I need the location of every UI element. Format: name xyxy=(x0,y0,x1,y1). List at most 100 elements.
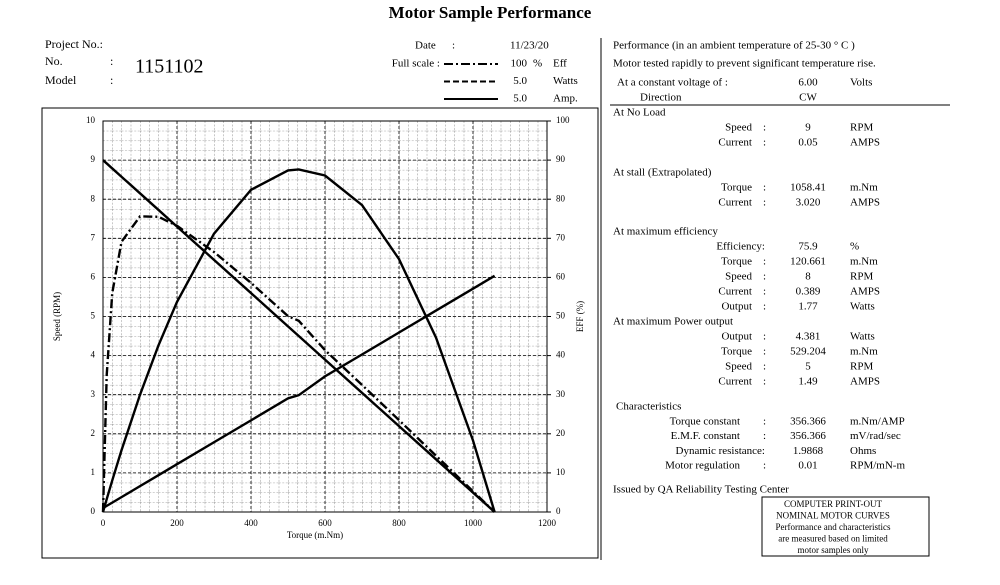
row-value: 1.77 xyxy=(798,301,818,313)
row-label: Torque xyxy=(721,182,752,194)
row-colon: : xyxy=(763,331,766,343)
y2-tick-label: 50 xyxy=(556,311,566,321)
x-tick-label: 400 xyxy=(244,518,258,528)
row-unit: m.Nm xyxy=(850,256,878,268)
row-value: 4.381 xyxy=(796,331,821,343)
y-tick-label: 7 xyxy=(91,232,96,242)
disclaimer-line: motor samples only xyxy=(798,545,869,555)
row-label: Speed xyxy=(725,361,752,373)
row-value: 529.204 xyxy=(790,346,826,358)
row-label: Speed xyxy=(725,271,752,283)
x-tick-label: 1200 xyxy=(538,518,557,528)
x-tick-label: 200 xyxy=(170,518,184,528)
row-label: Current xyxy=(718,137,752,149)
no-value: 1151102 xyxy=(135,56,204,78)
series-line xyxy=(101,168,496,513)
row-unit: RPM xyxy=(850,271,873,283)
legend-unit: % xyxy=(533,58,542,70)
row-unit: % xyxy=(850,241,859,253)
x-tick-label: 800 xyxy=(392,518,406,528)
row-colon: : xyxy=(763,460,766,472)
legend-title: Full scale : xyxy=(392,58,440,70)
row-colon: : xyxy=(763,346,766,358)
date-value: 11/23/20 xyxy=(510,40,549,52)
row-colon: : xyxy=(763,256,766,268)
y-tick-label: 0 xyxy=(91,506,96,516)
x-tick-label: 600 xyxy=(318,518,332,528)
legend-full-scale: 100 xyxy=(511,58,528,70)
row-value: 120.661 xyxy=(790,256,826,268)
y2-tick-label: 100 xyxy=(556,115,570,125)
row-label: Motor regulation xyxy=(665,460,740,472)
row-value: 356.366 xyxy=(790,430,826,442)
row-value: 3.020 xyxy=(796,197,821,209)
condition-label: At a constant voltage of : xyxy=(617,77,728,89)
row-unit: RPM xyxy=(850,361,873,373)
model-label: Model xyxy=(45,73,77,87)
y-tick-label: 2 xyxy=(91,428,96,438)
row-value: 0.05 xyxy=(798,137,818,149)
x-axis-label: Torque (m.Nm) xyxy=(287,530,343,540)
row-colon: : xyxy=(763,301,766,313)
row-unit: AMPS xyxy=(850,197,880,209)
date-label: Date xyxy=(415,40,436,52)
row-unit: RPM xyxy=(850,122,873,134)
row-value: 0.01 xyxy=(798,460,817,472)
plot-border xyxy=(102,120,548,513)
row-unit: AMPS xyxy=(850,286,880,298)
legend-full-scale: 5.0 xyxy=(513,75,527,87)
row-value: 0.389 xyxy=(796,286,821,298)
disclaimer-line: are measured based on limited xyxy=(778,534,888,544)
row-label: Current xyxy=(718,286,752,298)
section-title: At maximum Power output xyxy=(613,316,733,328)
row-unit: Watts xyxy=(850,301,875,313)
no-label: No. xyxy=(45,54,63,68)
row-label: Torque constant xyxy=(670,416,740,428)
row-unit: AMPS xyxy=(850,376,880,388)
row-unit: Ohms xyxy=(850,445,876,457)
condition-label: Direction xyxy=(640,92,682,104)
row-label: Torque xyxy=(721,256,752,268)
disclaimer-box xyxy=(761,496,930,557)
row-value: 9 xyxy=(805,122,811,134)
row-unit: Watts xyxy=(850,331,875,343)
row-colon: : xyxy=(763,286,766,298)
y-tick-label: 10 xyxy=(86,115,96,125)
y2-tick-label: 40 xyxy=(556,350,566,360)
report-note: Performance (in an ambient temperature o… xyxy=(613,40,855,52)
row-label: Dynamic resistance: xyxy=(676,445,766,457)
condition-value: 6.00 xyxy=(798,77,818,89)
report-note: Motor tested rapidly to prevent signific… xyxy=(613,58,876,70)
y2-tick-label: 20 xyxy=(556,428,566,438)
x-tick-label: 1000 xyxy=(464,518,483,528)
y-tick-label: 4 xyxy=(91,350,96,360)
row-label: Current xyxy=(718,376,752,388)
legend-full-scale: 5.0 xyxy=(513,93,527,105)
date-colon: : xyxy=(452,40,455,52)
row-label: Speed xyxy=(725,122,752,134)
y-tick-label: 6 xyxy=(91,271,96,281)
no-colon: : xyxy=(110,54,113,68)
row-colon: : xyxy=(763,182,766,194)
row-colon: : xyxy=(763,416,766,428)
condition-unit: Volts xyxy=(850,77,872,89)
row-unit: AMPS xyxy=(850,137,880,149)
series-line xyxy=(102,274,496,510)
project-label: Project No.: xyxy=(45,37,103,51)
section-title: Characteristics xyxy=(616,401,681,413)
y2-tick-label: 90 xyxy=(556,154,566,164)
y-tick-label: 8 xyxy=(91,193,96,203)
row-label: Torque xyxy=(721,346,752,358)
row-value: 75.9 xyxy=(798,241,818,253)
chart-frame xyxy=(41,107,599,559)
page-title: Motor Sample Performance xyxy=(389,3,592,22)
model-colon: : xyxy=(110,73,113,87)
row-colon: : xyxy=(763,197,766,209)
legend-name: Eff xyxy=(553,58,567,70)
y2-tick-label: 80 xyxy=(556,193,566,203)
row-colon: : xyxy=(763,361,766,373)
y2-tick-label: 10 xyxy=(556,467,566,477)
row-label: E.M.F. constant xyxy=(671,430,740,442)
row-value: 8 xyxy=(805,271,811,283)
